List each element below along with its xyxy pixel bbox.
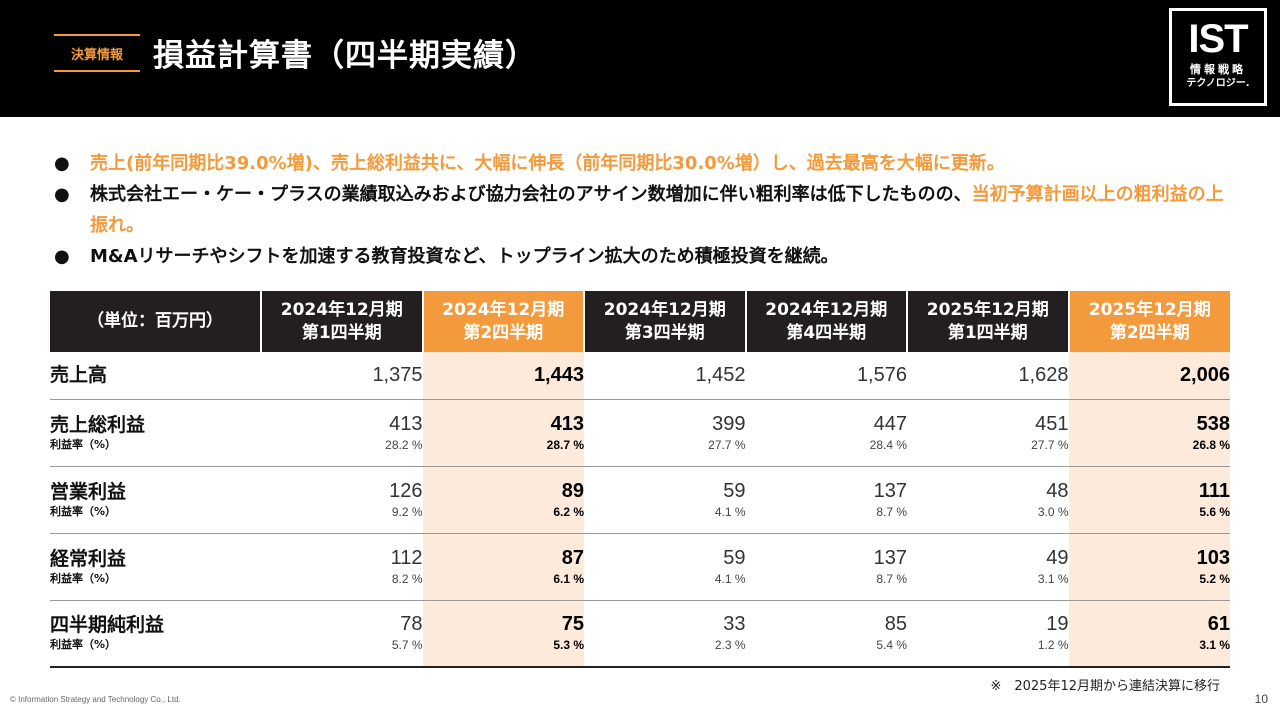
copyright: © Information Strategy and Technology Co… (10, 695, 181, 704)
table-cell: 48 3.0 % (907, 466, 1069, 534)
table-cell: 49 3.1 % (907, 533, 1069, 601)
table-cell: 2,006 (1068, 352, 1230, 400)
row-label: 四半期純利益 利益率（%） (50, 600, 261, 668)
table-cell: 75 5.3 % (422, 600, 584, 668)
table-cell: 1,452 (584, 352, 746, 400)
logo-subtext-1: 情報戦略 (1190, 63, 1246, 76)
row-label: 経常利益 利益率（%） (50, 533, 261, 601)
company-logo: IST 情報戦略 テクノロジー. (1169, 8, 1267, 106)
table-cell: 447 28.4 % (745, 399, 907, 467)
table-cell: 78 5.7 % (261, 600, 423, 668)
bullet-highlight: 当初予算計画以上の粗利益の上振れ。 (90, 184, 1224, 236)
column-header: 2025年12月期 第1四半期 (906, 291, 1069, 352)
bullet-item: ● M&Aリサーチやシフトを加速する教育投資など、トップライン拡大のため積極投資… (54, 241, 1234, 272)
column-header: 2024年12月期 第2四半期 (421, 291, 584, 352)
table-cell: 399 27.7 % (584, 399, 746, 467)
column-header: 2024年12月期 第3四半期 (583, 291, 746, 352)
page-number: 10 (1254, 692, 1268, 706)
unit-label: （単位：百万円） (50, 291, 261, 352)
column-header: 2024年12月期 第4四半期 (744, 291, 907, 352)
table-cell: 85 5.4 % (745, 600, 907, 668)
table-cell: 137 8.7 % (745, 533, 907, 601)
table-cell: 59 4.1 % (584, 466, 746, 534)
logo-subtext-2: テクノロジー. (1186, 78, 1250, 89)
column-header: 2025年12月期 第2四半期 (1067, 291, 1230, 352)
bullet-text: M&Aリサーチやシフトを加速する教育投資など、トップライン拡大のため積極投資を継… (90, 246, 839, 267)
row-label: 売上高 (50, 352, 261, 400)
income-statement-table: （単位：百万円） 2024年12月期 第1四半期 2024年12月期 第2四半期 2… (50, 291, 1230, 668)
bullet-item: ● 株式会社エー・ケー・プラスの業績取込みおよび協力会社のアサイン数増加に伴い粗… (54, 179, 1234, 241)
section-tag: 決算情報 (54, 34, 140, 72)
table-cell: 33 2.3 % (584, 600, 746, 668)
table-row: 売上高 1,375 1,443 1,452 1,576 1,628 2,006 (50, 352, 1230, 400)
bullet-dot: ● (54, 246, 70, 267)
table-cell: 89 6.2 % (422, 466, 584, 534)
table-cell: 111 5.6 % (1068, 466, 1230, 534)
table-cell: 59 4.1 % (584, 533, 746, 601)
bullet-text: 株式会社エー・ケー・プラスの業績取込みおよび協力会社のアサイン数増加に伴い粗利率… (90, 184, 972, 205)
table-cell: 87 6.1 % (422, 533, 584, 601)
table-cell: 1,443 (422, 352, 584, 400)
slide-header: 決算情報 損益計算書（四半期実績） IST 情報戦略 テクノロジー. (0, 0, 1280, 117)
table-row: 売上総利益 利益率（%） 413 28.2 % 413 28.7 % 399 27.7 … (50, 399, 1230, 467)
table-cell: 413 28.7 % (422, 399, 584, 467)
column-header: 2024年12月期 第1四半期 (260, 291, 423, 352)
table-cell: 413 28.2 % (261, 399, 423, 467)
table-cell: 1,628 (907, 352, 1069, 400)
table-cell: 137 8.7 % (745, 466, 907, 534)
footnote: ※ 2025年12月期から連結決算に移行 (990, 679, 1220, 694)
table-cell: 126 9.2 % (261, 466, 423, 534)
table-row: 経常利益 利益率（%） 112 8.2 % 87 6.1 % 59 4.1 % 137 8… (50, 533, 1230, 601)
table-cell: 103 5.2 % (1068, 533, 1230, 601)
bullet-item: ● 売上(前年同期比39.0%増)、売上総利益共に、大幅に伸長（前年同期比30.… (54, 148, 1234, 179)
table-cell: 61 3.1 % (1068, 600, 1230, 668)
bullet-dot: ● (54, 153, 70, 174)
table-cell: 19 1.2 % (907, 600, 1069, 668)
row-label: 売上総利益 利益率（%） (50, 399, 261, 467)
bullet-dot: ● (54, 184, 70, 205)
bullet-highlight: 売上(前年同期比39.0%増)、売上総利益共に、大幅に伸長（前年同期比30.0%… (90, 153, 1005, 174)
table-cell: 538 26.8 % (1068, 399, 1230, 467)
table-cell: 1,375 (261, 352, 423, 400)
table-row: 四半期純利益 利益率（%） 78 5.7 % 75 5.3 % 33 2.3 % 85 5… (50, 600, 1230, 668)
table-cell: 451 27.7 % (907, 399, 1069, 467)
page-title: 損益計算書（四半期実績） (153, 38, 537, 74)
table-cell: 1,576 (745, 352, 907, 400)
row-label: 営業利益 利益率（%） (50, 466, 261, 534)
table-row: 営業利益 利益率（%） 126 9.2 % 89 6.2 % 59 4.1 % 137 8… (50, 466, 1230, 534)
table-cell: 112 8.2 % (261, 533, 423, 601)
table-header-row: （単位：百万円） 2024年12月期 第1四半期 2024年12月期 第2四半期 2… (50, 291, 1230, 352)
summary-bullets: ● 売上(前年同期比39.0%増)、売上総利益共に、大幅に伸長（前年同期比30.… (54, 148, 1234, 272)
logo-text: IST (1188, 17, 1248, 61)
